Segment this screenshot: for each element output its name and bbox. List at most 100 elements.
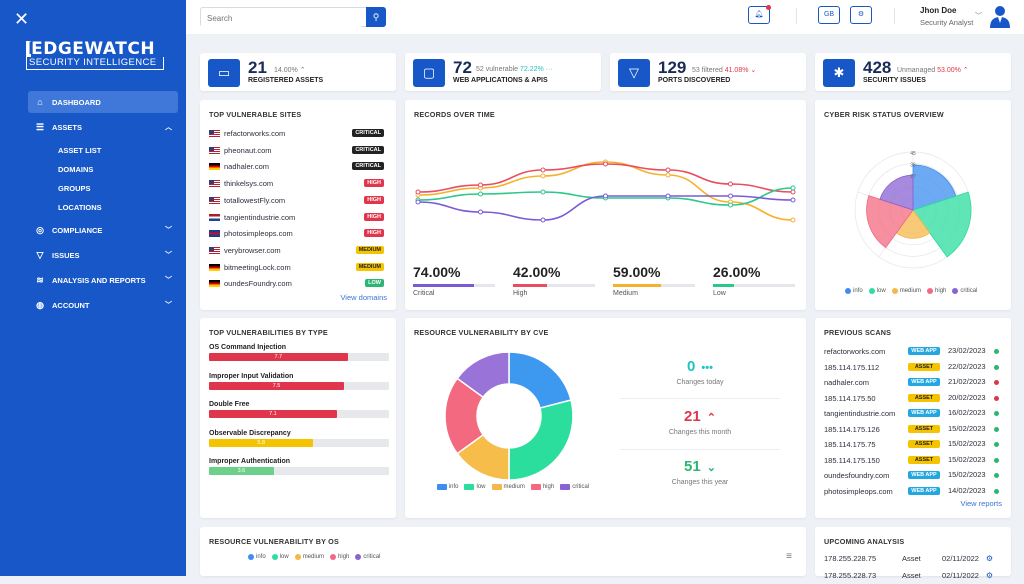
site-row[interactable]: verybrowser.com MEDIUM	[209, 243, 384, 258]
close-icon[interactable]: ✕	[14, 9, 30, 29]
severity-badge: CRITICAL	[352, 145, 384, 154]
records-line-chart	[415, 159, 796, 223]
data-point	[415, 199, 421, 205]
change-value-row: 21 ⌃	[615, 408, 785, 425]
chevron-down-icon: ﹀	[165, 252, 172, 259]
stat-card-ports[interactable]: ▽ 129 53 filtered 41.08% ⌄ PORTS DISCOVE…	[610, 53, 806, 91]
vuln-type-row: Observable Discrepancy 5.8	[209, 430, 389, 447]
user-menu[interactable]: Jhon Doe Security Analyst	[920, 6, 973, 27]
site-row[interactable]: bitmeetingLock.com MEDIUM	[209, 260, 384, 275]
stat-value: 129	[658, 58, 687, 77]
sidebar-item-analysis-reports[interactable]: ≋ ANALYSIS AND REPORTS ﹀	[28, 269, 178, 291]
site-name: thinkelsys.com	[224, 179, 274, 189]
notifications-button[interactable]: 🔔︎	[748, 5, 771, 24]
site-row[interactable]: oundesFoundry.com LOW	[209, 276, 384, 291]
divider	[620, 398, 780, 399]
scan-row[interactable]: tangientindustrie.com WEB APP 16/02/2023	[824, 406, 999, 422]
scan-row[interactable]: 185.114.175.126 ASSET 15/02/2023	[824, 422, 999, 438]
sidebar-item-assets[interactable]: ☰ ASSETS ︿	[28, 116, 178, 138]
list-icon: ☰	[35, 122, 45, 132]
search-input[interactable]	[201, 9, 361, 28]
flag-de-icon	[209, 280, 220, 288]
chevron-down-icon[interactable]: ﹀	[975, 13, 982, 20]
scan-row[interactable]: 185.114.175.75 ASSET 15/02/2023	[824, 437, 999, 453]
scan-target: 185.114.175.50	[824, 393, 876, 403]
sidebar-item-issues[interactable]: ▽ ISSUES ﹀	[28, 244, 178, 266]
funnel-icon: ▽	[618, 59, 650, 87]
vuln-type-row: OS Command Injection 7.7	[209, 344, 389, 361]
avatar[interactable]	[990, 4, 1010, 28]
stat-card-web-apps[interactable]: ▢ 72 52 vulnerable 72.22% ··· WEB APPLIC…	[405, 53, 601, 91]
flag-de-icon	[209, 163, 220, 171]
metric-bar	[413, 284, 495, 287]
scan-type-badge: ASSET	[908, 440, 940, 448]
site-row[interactable]: thinkelsys.com HIGH	[209, 176, 384, 191]
scan-date: 20/02/2023	[948, 392, 986, 402]
logo-text: EDGEWATCH	[31, 39, 156, 59]
status-dot	[994, 426, 999, 432]
view-reports-link[interactable]: View reports	[960, 499, 1002, 508]
score-bar: 7.7	[209, 353, 389, 361]
subnav-item-domains[interactable]: DOMAINS	[58, 165, 94, 174]
scan-row[interactable]: photosimpleops.com WEB APP 14/02/2023	[824, 484, 999, 500]
upcoming-row[interactable]: 178.255.228.75 Asset 02/11/2022 ⚙	[824, 550, 999, 567]
hamburger-icon[interactable]: ≡	[786, 551, 792, 562]
gear-icon[interactable]: ⚙	[985, 554, 993, 563]
chart-legend: info low medium high critical	[423, 484, 603, 490]
stat-card-registered-assets[interactable]: ▭ 21 14.00% ⌃ REGISTERED ASSETS	[200, 53, 396, 91]
stat-card-security-issues[interactable]: ✱ 428 Unmanaged 53.00% ⌃ SECURITY ISSUES	[815, 53, 1011, 91]
site-row[interactable]: totallowestFly.com HIGH	[209, 193, 384, 208]
change-stat: 51 ⌄ Changes this year	[615, 458, 785, 486]
scan-row[interactable]: 185.114.175.150 ASSET 15/02/2023	[824, 453, 999, 469]
legend-swatch	[248, 554, 254, 560]
site-row[interactable]: refactorworks.com CRITICAL	[209, 126, 384, 141]
stat-value: 428	[863, 58, 892, 77]
legend-item-info: info	[248, 554, 266, 560]
site-row[interactable]: nadhaler.com CRITICAL	[209, 159, 384, 174]
radar-tick-label: 27	[910, 174, 916, 180]
sidebar-item-dashboard[interactable]: ⌂ DASHBOARD	[28, 91, 178, 113]
data-point	[665, 167, 671, 173]
language-button[interactable]: GB	[818, 6, 840, 24]
view-domains-link[interactable]: View domains	[340, 293, 387, 302]
check-circle-icon: ◎	[36, 225, 44, 235]
status-dot	[994, 364, 999, 370]
sidebar-item-account[interactable]: ◍ ACCOUNT ﹀	[28, 294, 178, 316]
sidebar-item-compliance[interactable]: ◎ COMPLIANCE ﹀	[28, 219, 178, 241]
legend-item-info: info	[436, 484, 458, 490]
subnav-item-groups[interactable]: GROUPS	[58, 184, 91, 193]
radar-tick-label: 36	[910, 163, 916, 169]
legend-item-high: high	[530, 484, 554, 490]
subnav-item-asset-list[interactable]: ASSET LIST	[58, 146, 102, 155]
donut-slice-low[interactable]	[508, 399, 574, 481]
scan-type-badge: WEB APP	[908, 471, 940, 479]
scan-row[interactable]: 185.114.175.112 ASSET 22/02/2023	[824, 360, 999, 376]
site-row[interactable]: photosimpleops.com HIGH	[209, 226, 384, 241]
scan-row[interactable]: nadhaler.com WEB APP 21/02/2023	[824, 375, 999, 391]
search-button[interactable]: ⚲	[366, 7, 386, 27]
scan-row[interactable]: refactorworks.com WEB APP 23/02/2023	[824, 344, 999, 360]
site-row[interactable]: pheonaut.com CRITICAL	[209, 143, 384, 158]
data-point	[603, 193, 608, 199]
scan-target: photosimpleops.com	[824, 486, 893, 496]
metric-value: 26.00%	[713, 264, 761, 280]
scan-target: tangientindustrie.com	[824, 409, 896, 419]
polar-segment-low	[912, 191, 972, 258]
scan-date: 15/02/2023	[948, 470, 986, 479]
scan-row[interactable]: 185.114.175.50 ASSET 20/02/2023	[824, 391, 999, 407]
upcoming-type: Asset	[902, 554, 921, 563]
subnav-item-locations[interactable]: LOCATIONS	[58, 203, 102, 212]
site-row[interactable]: tangientindustrie.com HIGH	[209, 210, 384, 225]
previous-scans-card: PREVIOUS SCANS refactorworks.com WEB APP 2…	[815, 318, 1011, 518]
scan-row[interactable]: oundesfoundry.com WEB APP 15/02/2023	[824, 468, 999, 484]
donut-slice-critical[interactable]	[456, 351, 510, 399]
monitor-icon: ▢	[413, 59, 445, 87]
legend-item-critical: critical	[952, 288, 977, 294]
sidebar-item-label: ACCOUNT	[52, 300, 90, 310]
sidebar-nav: ⌂ DASHBOARD ☰ ASSETS ︿ ASSET LIST DOMAINS G…	[28, 91, 178, 319]
home-icon: ⌂	[37, 97, 43, 107]
settings-button[interactable]: ⚙	[850, 6, 872, 24]
donut-slice-info[interactable]	[508, 351, 572, 409]
stat-change: 14.00% ⌃	[274, 67, 306, 74]
upcoming-analysis-card: UPCOMING ANALYSIS 178.255.228.75 Asset 02/…	[815, 527, 1011, 580]
